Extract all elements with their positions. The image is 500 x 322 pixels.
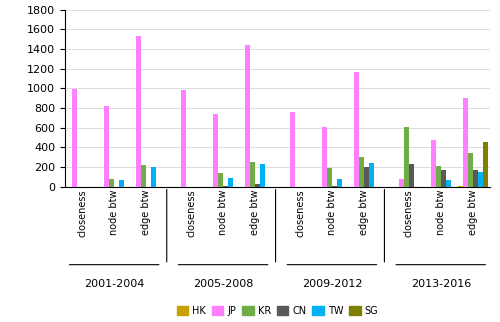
Bar — [462, 98, 468, 187]
Bar — [431, 139, 436, 187]
Bar — [404, 127, 409, 187]
Bar — [141, 165, 146, 187]
Text: 2001-2004: 2001-2004 — [84, 279, 144, 289]
Bar — [354, 72, 358, 187]
Bar — [468, 153, 472, 187]
Bar — [218, 174, 223, 187]
Bar — [441, 170, 446, 187]
Bar — [399, 179, 404, 187]
Bar — [446, 180, 450, 187]
Bar — [290, 112, 295, 187]
Bar — [368, 163, 374, 187]
Bar — [151, 167, 156, 187]
Bar — [478, 172, 482, 187]
Bar — [260, 164, 265, 187]
Bar — [72, 90, 78, 187]
Text: 2005-2008: 2005-2008 — [193, 279, 254, 289]
Text: 2009-2012: 2009-2012 — [302, 279, 362, 289]
Bar — [119, 180, 124, 187]
Bar — [458, 186, 462, 187]
Bar — [337, 179, 342, 187]
Bar — [358, 157, 364, 187]
Legend: HK, JP, KR, CN, TW, SG: HK, JP, KR, CN, TW, SG — [173, 302, 382, 320]
Text: 2013-2016: 2013-2016 — [410, 279, 471, 289]
Bar — [104, 106, 110, 187]
Bar — [223, 186, 228, 187]
Bar — [110, 179, 114, 187]
Bar — [436, 166, 441, 187]
Bar — [322, 127, 327, 187]
Bar — [228, 178, 233, 187]
Bar — [213, 114, 218, 187]
Bar — [364, 166, 368, 187]
Bar — [182, 90, 186, 187]
Bar — [332, 186, 337, 187]
Bar — [409, 164, 414, 187]
Bar — [245, 45, 250, 187]
Bar — [136, 36, 141, 187]
Bar — [472, 170, 478, 187]
Bar — [250, 162, 255, 187]
Bar — [327, 167, 332, 187]
Bar — [255, 184, 260, 187]
Bar — [482, 143, 488, 187]
